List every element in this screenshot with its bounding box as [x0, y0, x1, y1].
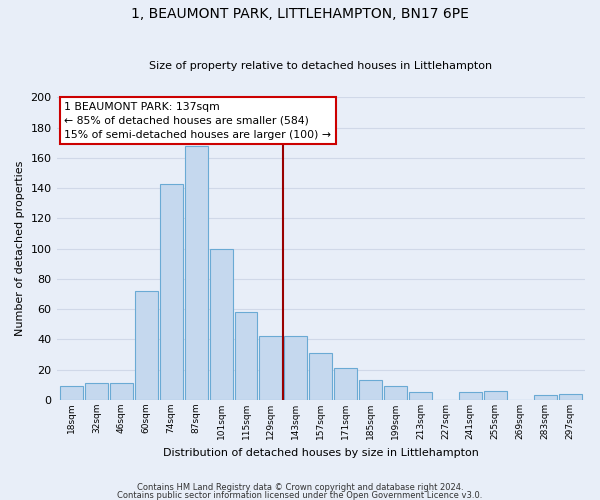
Bar — [60, 386, 83, 400]
Bar — [409, 392, 432, 400]
Bar — [135, 291, 158, 400]
Bar — [110, 384, 133, 400]
Bar — [185, 146, 208, 400]
Bar — [533, 396, 557, 400]
Bar — [459, 392, 482, 400]
Text: 1, BEAUMONT PARK, LITTLEHAMPTON, BN17 6PE: 1, BEAUMONT PARK, LITTLEHAMPTON, BN17 6P… — [131, 8, 469, 22]
X-axis label: Distribution of detached houses by size in Littlehampton: Distribution of detached houses by size … — [163, 448, 479, 458]
Bar — [209, 248, 233, 400]
Bar — [484, 391, 507, 400]
Bar — [235, 312, 257, 400]
Bar — [85, 384, 108, 400]
Bar — [359, 380, 382, 400]
Text: Contains HM Land Registry data © Crown copyright and database right 2024.: Contains HM Land Registry data © Crown c… — [137, 484, 463, 492]
Title: Size of property relative to detached houses in Littlehampton: Size of property relative to detached ho… — [149, 62, 493, 72]
Text: 1 BEAUMONT PARK: 137sqm
← 85% of detached houses are smaller (584)
15% of semi-d: 1 BEAUMONT PARK: 137sqm ← 85% of detache… — [64, 102, 331, 140]
Bar — [284, 336, 307, 400]
Bar — [559, 394, 581, 400]
Bar — [334, 368, 357, 400]
Y-axis label: Number of detached properties: Number of detached properties — [15, 161, 25, 336]
Bar — [160, 184, 182, 400]
Text: Contains public sector information licensed under the Open Government Licence v3: Contains public sector information licen… — [118, 490, 482, 500]
Bar — [259, 336, 283, 400]
Bar — [310, 353, 332, 400]
Bar — [384, 386, 407, 400]
